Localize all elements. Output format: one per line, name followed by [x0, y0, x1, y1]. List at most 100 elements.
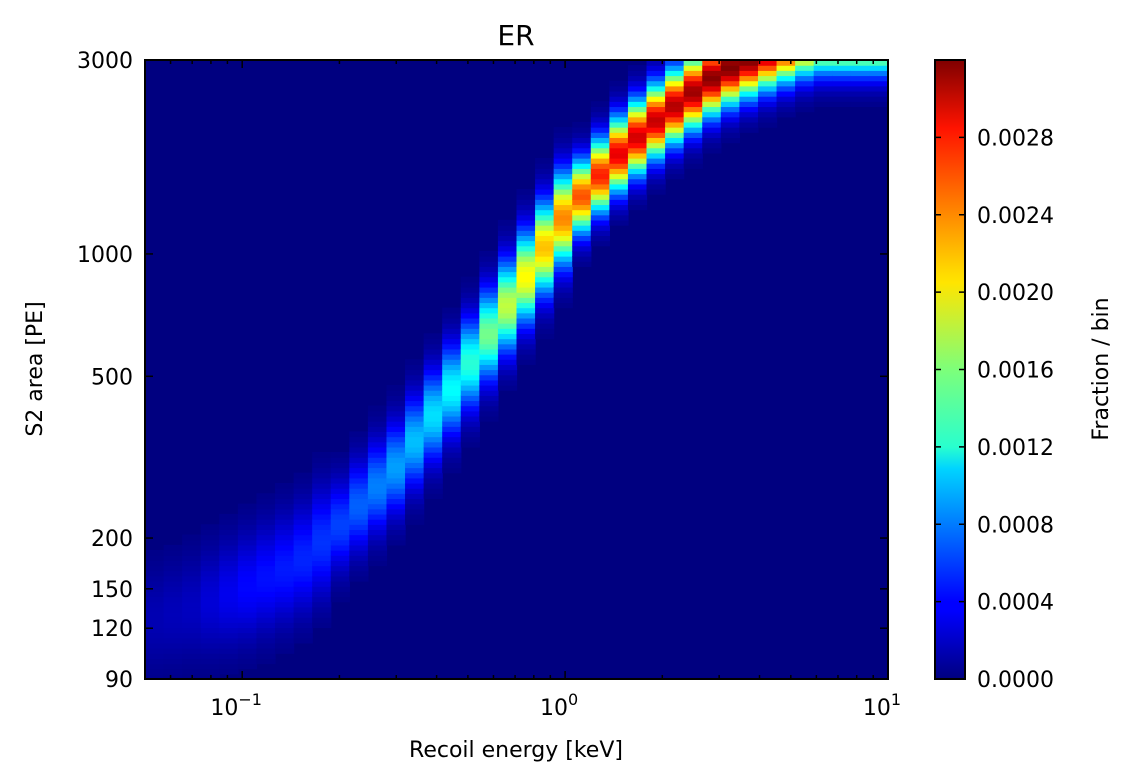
heatmap-cell: [163, 565, 183, 572]
heatmap-cell: [145, 622, 165, 629]
heatmap-cell: [219, 668, 239, 675]
heatmap-cell: [293, 611, 313, 618]
heatmap-cell: [479, 359, 499, 365]
heatmap-cell: [423, 493, 443, 500]
heatmap-cell: [720, 60, 740, 66]
heatmap-cell: [182, 627, 202, 634]
heatmap-cell: [460, 395, 480, 402]
heatmap-cell: [163, 606, 183, 613]
heatmap-cell: [312, 580, 332, 587]
y-tick-label: 150: [91, 578, 133, 603]
heatmap-cell: [572, 256, 592, 262]
heatmap-cell: [237, 617, 258, 623]
heatmap-cell: [702, 111, 722, 118]
heatmap-cell: [423, 446, 443, 453]
heatmap-cell: [145, 586, 165, 592]
heatmap-cell: [646, 163, 666, 169]
heatmap-cell: [460, 292, 480, 298]
heatmap-cell: [163, 668, 183, 675]
heatmap-cell: [182, 622, 202, 629]
heatmap-cell: [553, 281, 573, 288]
heatmap-cell: [163, 601, 183, 608]
heatmap-cell: [386, 415, 406, 422]
heatmap-cell: [293, 591, 313, 598]
heatmap-cell: [720, 70, 740, 77]
heatmap-cell: [627, 65, 648, 71]
heatmap-cell: [683, 147, 703, 154]
heatmap-cell: [293, 503, 313, 510]
y-tick-label: 3000: [77, 49, 133, 74]
heatmap-cell: [219, 591, 239, 598]
heatmap-cell: [312, 617, 332, 623]
heatmap-cell: [312, 503, 332, 510]
heatmap-cell: [627, 70, 648, 77]
heatmap-cell: [516, 302, 536, 309]
heatmap-cell: [405, 395, 425, 402]
heatmap-cell: [516, 286, 536, 293]
heatmap-cell: [237, 560, 258, 567]
heatmap-cell: [535, 183, 555, 190]
heatmap-cell: [275, 611, 295, 618]
heatmap-cell: [572, 137, 592, 144]
heatmap-cell: [145, 591, 165, 598]
heatmap-cell: [627, 121, 648, 128]
heatmap-cell: [590, 209, 610, 216]
heatmap-cell: [293, 482, 313, 489]
heatmap-cell: [367, 498, 388, 505]
heatmap-cell: [293, 601, 313, 608]
heatmap-cell: [869, 75, 888, 82]
heatmap-cell: [646, 142, 666, 149]
heatmap-cell: [665, 75, 685, 82]
heatmap-cell: [795, 75, 815, 82]
heatmap-cell: [627, 188, 648, 195]
heatmap-cell: [293, 508, 313, 515]
heatmap-cell: [256, 575, 276, 582]
heatmap-cell: [330, 580, 350, 587]
heatmap-cell: [442, 328, 462, 334]
heatmap-cell: [163, 570, 183, 577]
heatmap-cell: [367, 488, 388, 494]
x-tick-exponent: 1: [891, 690, 901, 709]
heatmap-cell: [386, 488, 406, 494]
heatmap-cell: [720, 137, 740, 144]
heatmap-cell: [182, 555, 202, 561]
y-tick-label: 200: [91, 527, 133, 552]
heatmap-cell: [516, 292, 536, 298]
heatmap-cell: [646, 90, 666, 97]
heatmap-cell: [776, 106, 796, 113]
heatmap-cell: [423, 477, 443, 484]
heatmap-cell: [590, 163, 610, 169]
heatmap-cell: [460, 302, 480, 309]
heatmap-cell: [516, 256, 536, 262]
heatmap-cell: [442, 410, 462, 417]
heatmap-cell: [442, 369, 462, 376]
heatmap-cell: [293, 586, 313, 592]
heatmap-cell: [590, 230, 610, 236]
heatmap-cell: [590, 106, 610, 113]
heatmap-cell: [479, 395, 499, 402]
heatmap-cell: [553, 240, 573, 247]
heatmap-cell: [312, 606, 332, 613]
heatmap-cell: [516, 281, 536, 288]
heatmap-cell: [145, 560, 165, 567]
heatmap-cell: [312, 524, 332, 531]
heatmap-cell: [386, 513, 406, 520]
heatmap-cell: [683, 132, 703, 138]
heatmap-cell: [163, 642, 183, 649]
heatmap-cell: [665, 85, 685, 92]
heatmap-cell: [423, 333, 443, 340]
heatmap-cell: [535, 194, 555, 200]
heatmap-cell: [330, 457, 350, 463]
heatmap-cell: [646, 168, 666, 175]
heatmap-cell: [237, 637, 258, 644]
heatmap-cell: [516, 235, 536, 242]
heatmap-cell: [405, 457, 425, 463]
heatmap-cell: [553, 230, 573, 236]
heatmap-cell: [535, 323, 555, 329]
heatmap-cell: [683, 106, 703, 113]
heatmap-cell: [646, 137, 666, 144]
heatmap-cell: [367, 421, 388, 427]
heatmap-cell: [293, 498, 313, 505]
heatmap-cell: [702, 106, 722, 113]
heatmap-cell: [590, 137, 610, 144]
